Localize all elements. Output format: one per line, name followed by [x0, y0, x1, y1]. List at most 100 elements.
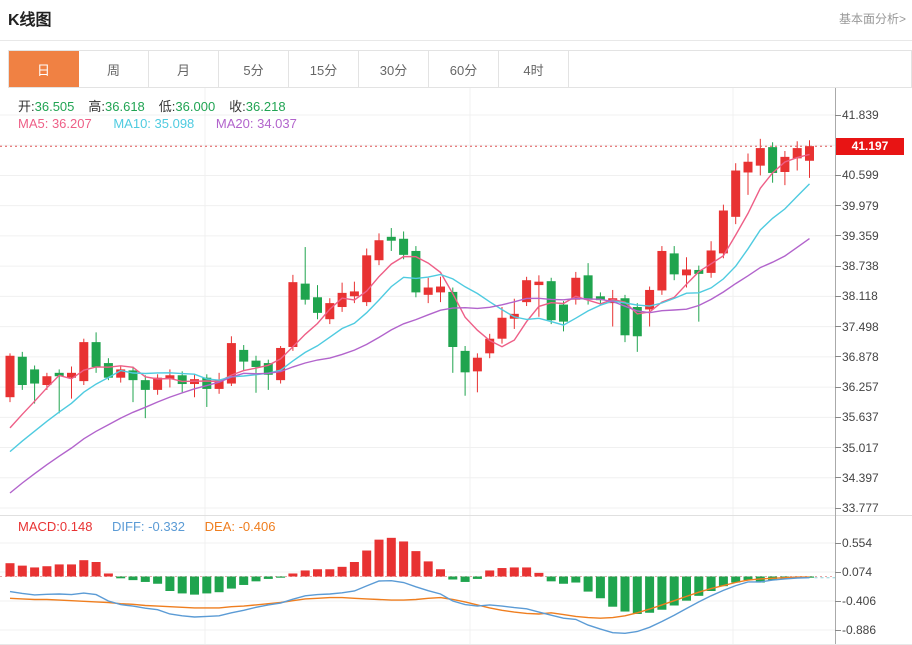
last-price-tag: 41.197 [836, 138, 904, 155]
macd-hist-bar [657, 576, 667, 610]
candle-body [337, 292, 347, 308]
candle-body [657, 250, 667, 291]
macd-hist-bar [522, 567, 532, 577]
ohlc-row: 开:36.505 高:36.618 低:36.000 收:36.218 [18, 96, 300, 115]
price-axis-line [835, 88, 836, 644]
candle-body [399, 238, 409, 255]
macd-hist-bar [669, 576, 679, 606]
candle-body [239, 349, 249, 362]
price-tick-36.257-tick [835, 386, 841, 388]
macd-hist-bar [214, 576, 224, 593]
macd-hist-bar [116, 576, 126, 579]
macd-hist-bar [399, 541, 409, 577]
macd-hist-bar [509, 567, 519, 577]
macd-hist-bar [325, 569, 335, 577]
candle-body [214, 380, 224, 389]
tab-60分[interactable]: 60分 [429, 51, 499, 87]
candle-body [583, 275, 593, 300]
candle-body [460, 350, 470, 373]
macd-hist-bar [436, 569, 445, 577]
candle-body [768, 147, 778, 173]
macd-hist-bar [91, 561, 101, 577]
candle-body [177, 375, 187, 385]
tab-日[interactable]: 日 [9, 51, 79, 87]
macd-hist-bar [559, 576, 568, 584]
candlestick-chart[interactable] [0, 88, 836, 515]
macd-hist-bar [42, 566, 52, 577]
macd-hist-bar [103, 573, 113, 577]
macd-hist-bar [706, 576, 716, 592]
macd-hist-bar [620, 576, 630, 612]
candle-body [682, 269, 691, 276]
macd-hist-bar [288, 573, 298, 577]
macd-tick--0.886: -0.886 [842, 623, 877, 638]
candle-body [374, 240, 384, 261]
tab-5分[interactable]: 5分 [219, 51, 289, 87]
candle-body [386, 236, 396, 241]
price-tick-39.979: 39.979 [842, 198, 879, 213]
candle-body [42, 376, 52, 386]
candle-body [731, 170, 741, 217]
tabbar-filler [569, 51, 911, 87]
candle-body [669, 253, 679, 275]
ohlc-value: 36.505 [34, 99, 75, 114]
tab-周[interactable]: 周 [79, 51, 149, 87]
macd-hist-bar [263, 576, 273, 579]
diff-line [9, 577, 810, 635]
fundamental-analysis-link[interactable]: 基本面分析> [838, 12, 906, 26]
candle-body [153, 377, 163, 390]
macd-chart[interactable] [0, 515, 836, 645]
price-tick-38.738: 38.738 [842, 259, 879, 274]
dea-value: DEA: -0.406 [204, 519, 276, 534]
macd-hist-bar [645, 576, 655, 613]
ma10-legend: MA10: 35.098 [113, 116, 195, 131]
candle-body [632, 307, 642, 337]
price-tick-35.637: 35.637 [842, 410, 879, 425]
candle-body [349, 291, 359, 297]
candle-body [5, 355, 15, 398]
candle-body [485, 338, 495, 354]
macd-hist-bar [694, 576, 704, 596]
candle-body [411, 250, 421, 293]
macd-tick-0.074: 0.074 [842, 565, 873, 580]
candle-body [17, 356, 27, 386]
price-tick-38.738-tick [835, 265, 841, 267]
macd-hist-bar [30, 567, 40, 577]
ma10-line [9, 183, 810, 453]
candle-body [116, 369, 126, 378]
price-tick-36.878: 36.878 [842, 349, 879, 364]
candle-body [30, 369, 40, 384]
candle-body [792, 148, 802, 159]
macd-hist-bar [128, 576, 138, 581]
macd-hist-bar [682, 576, 691, 601]
candle-body [313, 297, 322, 313]
candle-body [103, 363, 113, 378]
candle-body [743, 161, 753, 173]
candle-body [91, 342, 101, 367]
candle-body [202, 377, 212, 389]
ohlc-label: 开: [18, 99, 35, 114]
macd-hist-bar [497, 568, 507, 577]
price-tick-35.017: 35.017 [842, 440, 879, 455]
tab-4时[interactable]: 4时 [499, 51, 569, 87]
macd-hist-bar [177, 576, 187, 594]
macd-hist-bar [718, 576, 728, 587]
candle-body [140, 380, 150, 390]
macd-hist-bar [731, 576, 741, 583]
candle-body [165, 375, 175, 380]
macd-tick-0.554: 0.554 [842, 536, 873, 551]
tab-30分[interactable]: 30分 [359, 51, 429, 87]
price-tick-34.397: 34.397 [842, 470, 879, 485]
candle-body [448, 291, 458, 347]
candle-body [497, 317, 507, 339]
macd-hist-bar [374, 539, 384, 577]
candle-body [226, 343, 236, 384]
tab-15分[interactable]: 15分 [289, 51, 359, 87]
ohlc-label: 高: [88, 99, 106, 114]
candle-body [423, 287, 433, 295]
macd-hist-bar [226, 576, 236, 589]
price-tick-36.878-tick [835, 356, 841, 358]
ma5-legend: MA5: 36.207 [18, 116, 92, 131]
tab-月[interactable]: 月 [149, 51, 219, 87]
